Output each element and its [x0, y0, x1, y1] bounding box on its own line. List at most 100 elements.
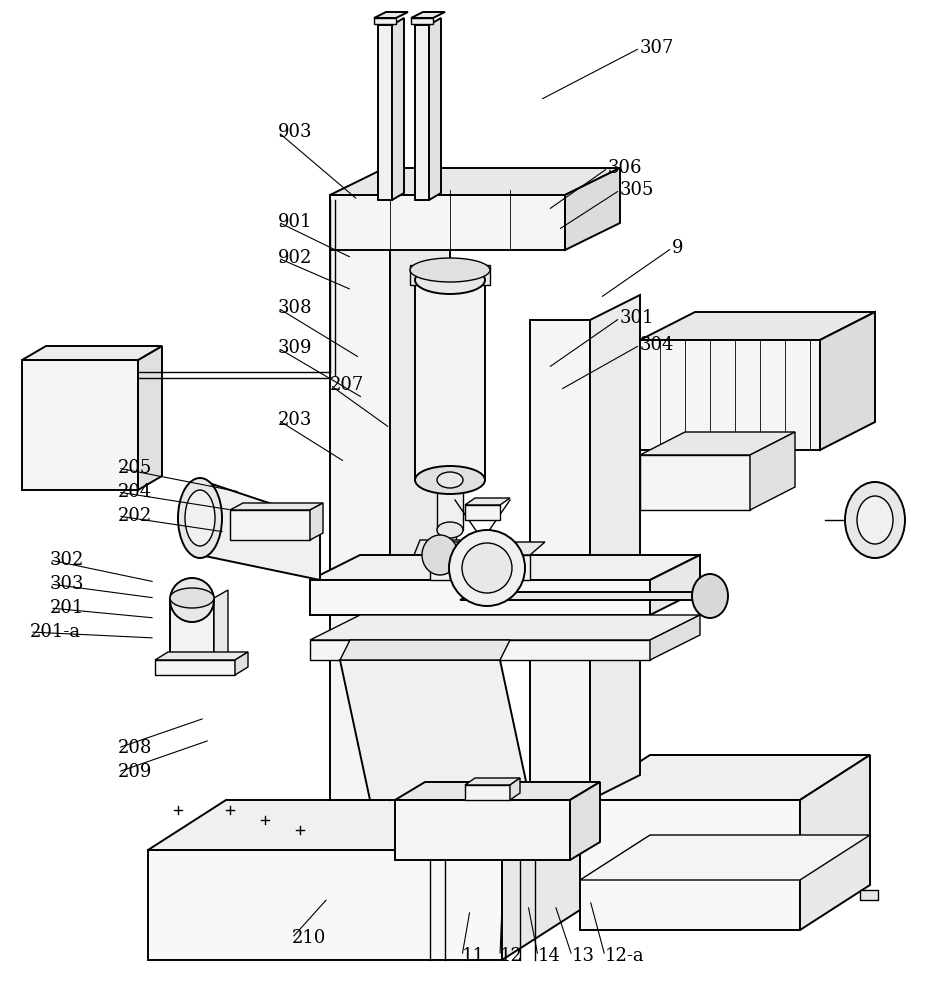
Polygon shape: [569, 782, 599, 860]
Polygon shape: [749, 432, 794, 510]
Text: 201: 201: [50, 599, 84, 617]
Polygon shape: [340, 640, 509, 660]
Polygon shape: [430, 555, 530, 580]
Text: 902: 902: [278, 249, 312, 267]
Polygon shape: [579, 835, 869, 880]
Polygon shape: [235, 652, 248, 675]
Polygon shape: [415, 25, 429, 200]
Text: 208: 208: [118, 739, 153, 757]
Ellipse shape: [415, 266, 485, 294]
Ellipse shape: [184, 490, 214, 546]
Polygon shape: [639, 312, 874, 340]
Text: 903: 903: [278, 123, 313, 141]
Polygon shape: [530, 320, 590, 800]
Polygon shape: [395, 782, 599, 800]
Polygon shape: [148, 850, 502, 960]
Polygon shape: [229, 510, 310, 540]
Polygon shape: [464, 505, 500, 520]
Polygon shape: [799, 755, 869, 930]
Polygon shape: [464, 785, 509, 800]
Text: 12: 12: [500, 947, 522, 965]
Polygon shape: [411, 18, 432, 24]
Polygon shape: [22, 360, 138, 490]
Polygon shape: [590, 295, 639, 800]
Polygon shape: [411, 12, 445, 18]
Text: 12-a: 12-a: [605, 947, 644, 965]
Ellipse shape: [856, 496, 892, 544]
Polygon shape: [650, 615, 699, 660]
Text: 308: 308: [278, 299, 313, 317]
Polygon shape: [373, 18, 396, 24]
Text: 202: 202: [118, 507, 152, 525]
Polygon shape: [213, 590, 227, 665]
Text: 303: 303: [50, 575, 84, 593]
Polygon shape: [310, 555, 699, 580]
Polygon shape: [460, 592, 709, 600]
Polygon shape: [650, 555, 699, 615]
Polygon shape: [395, 800, 569, 860]
Polygon shape: [329, 195, 564, 250]
Polygon shape: [639, 340, 819, 450]
Polygon shape: [377, 25, 391, 200]
Text: 301: 301: [620, 309, 654, 327]
Polygon shape: [310, 615, 699, 640]
Polygon shape: [415, 280, 485, 480]
Polygon shape: [429, 18, 441, 200]
Ellipse shape: [844, 482, 904, 558]
Text: 14: 14: [537, 947, 561, 965]
Polygon shape: [436, 480, 462, 530]
Text: 309: 309: [278, 339, 313, 357]
Ellipse shape: [436, 522, 462, 538]
Text: 304: 304: [639, 336, 674, 354]
Text: 901: 901: [278, 213, 313, 231]
Text: 13: 13: [571, 947, 594, 965]
Text: 210: 210: [292, 929, 326, 947]
Text: 305: 305: [620, 181, 653, 199]
Ellipse shape: [169, 578, 213, 622]
Polygon shape: [229, 503, 323, 510]
Text: 302: 302: [50, 551, 84, 569]
Polygon shape: [564, 168, 620, 250]
Ellipse shape: [692, 574, 727, 618]
Ellipse shape: [436, 472, 462, 488]
Polygon shape: [430, 542, 545, 555]
Polygon shape: [310, 640, 650, 660]
Polygon shape: [169, 598, 213, 665]
Polygon shape: [859, 890, 877, 900]
Polygon shape: [154, 660, 235, 675]
Polygon shape: [391, 18, 403, 200]
Polygon shape: [199, 480, 320, 580]
Ellipse shape: [421, 535, 458, 575]
Polygon shape: [509, 778, 519, 800]
Text: 209: 209: [118, 763, 153, 781]
Polygon shape: [138, 346, 162, 490]
Polygon shape: [329, 172, 449, 200]
Ellipse shape: [178, 478, 222, 558]
Polygon shape: [22, 346, 162, 360]
Polygon shape: [639, 432, 794, 455]
Text: 204: 204: [118, 483, 152, 501]
Polygon shape: [310, 503, 323, 540]
Polygon shape: [389, 172, 449, 800]
Ellipse shape: [448, 530, 524, 606]
Polygon shape: [373, 12, 407, 18]
Polygon shape: [579, 800, 799, 930]
Polygon shape: [444, 530, 456, 600]
Ellipse shape: [169, 588, 213, 608]
Polygon shape: [407, 540, 472, 570]
Polygon shape: [410, 265, 490, 285]
Polygon shape: [464, 778, 519, 785]
Polygon shape: [819, 312, 874, 450]
Text: 307: 307: [639, 39, 674, 57]
Polygon shape: [148, 800, 579, 850]
Ellipse shape: [415, 466, 485, 494]
Polygon shape: [340, 660, 530, 800]
Text: 207: 207: [329, 376, 364, 394]
Text: 306: 306: [607, 159, 642, 177]
Polygon shape: [579, 755, 869, 800]
Polygon shape: [639, 455, 749, 510]
Ellipse shape: [410, 258, 490, 282]
Text: 205: 205: [118, 459, 152, 477]
Polygon shape: [329, 200, 389, 800]
Text: 9: 9: [671, 239, 682, 257]
